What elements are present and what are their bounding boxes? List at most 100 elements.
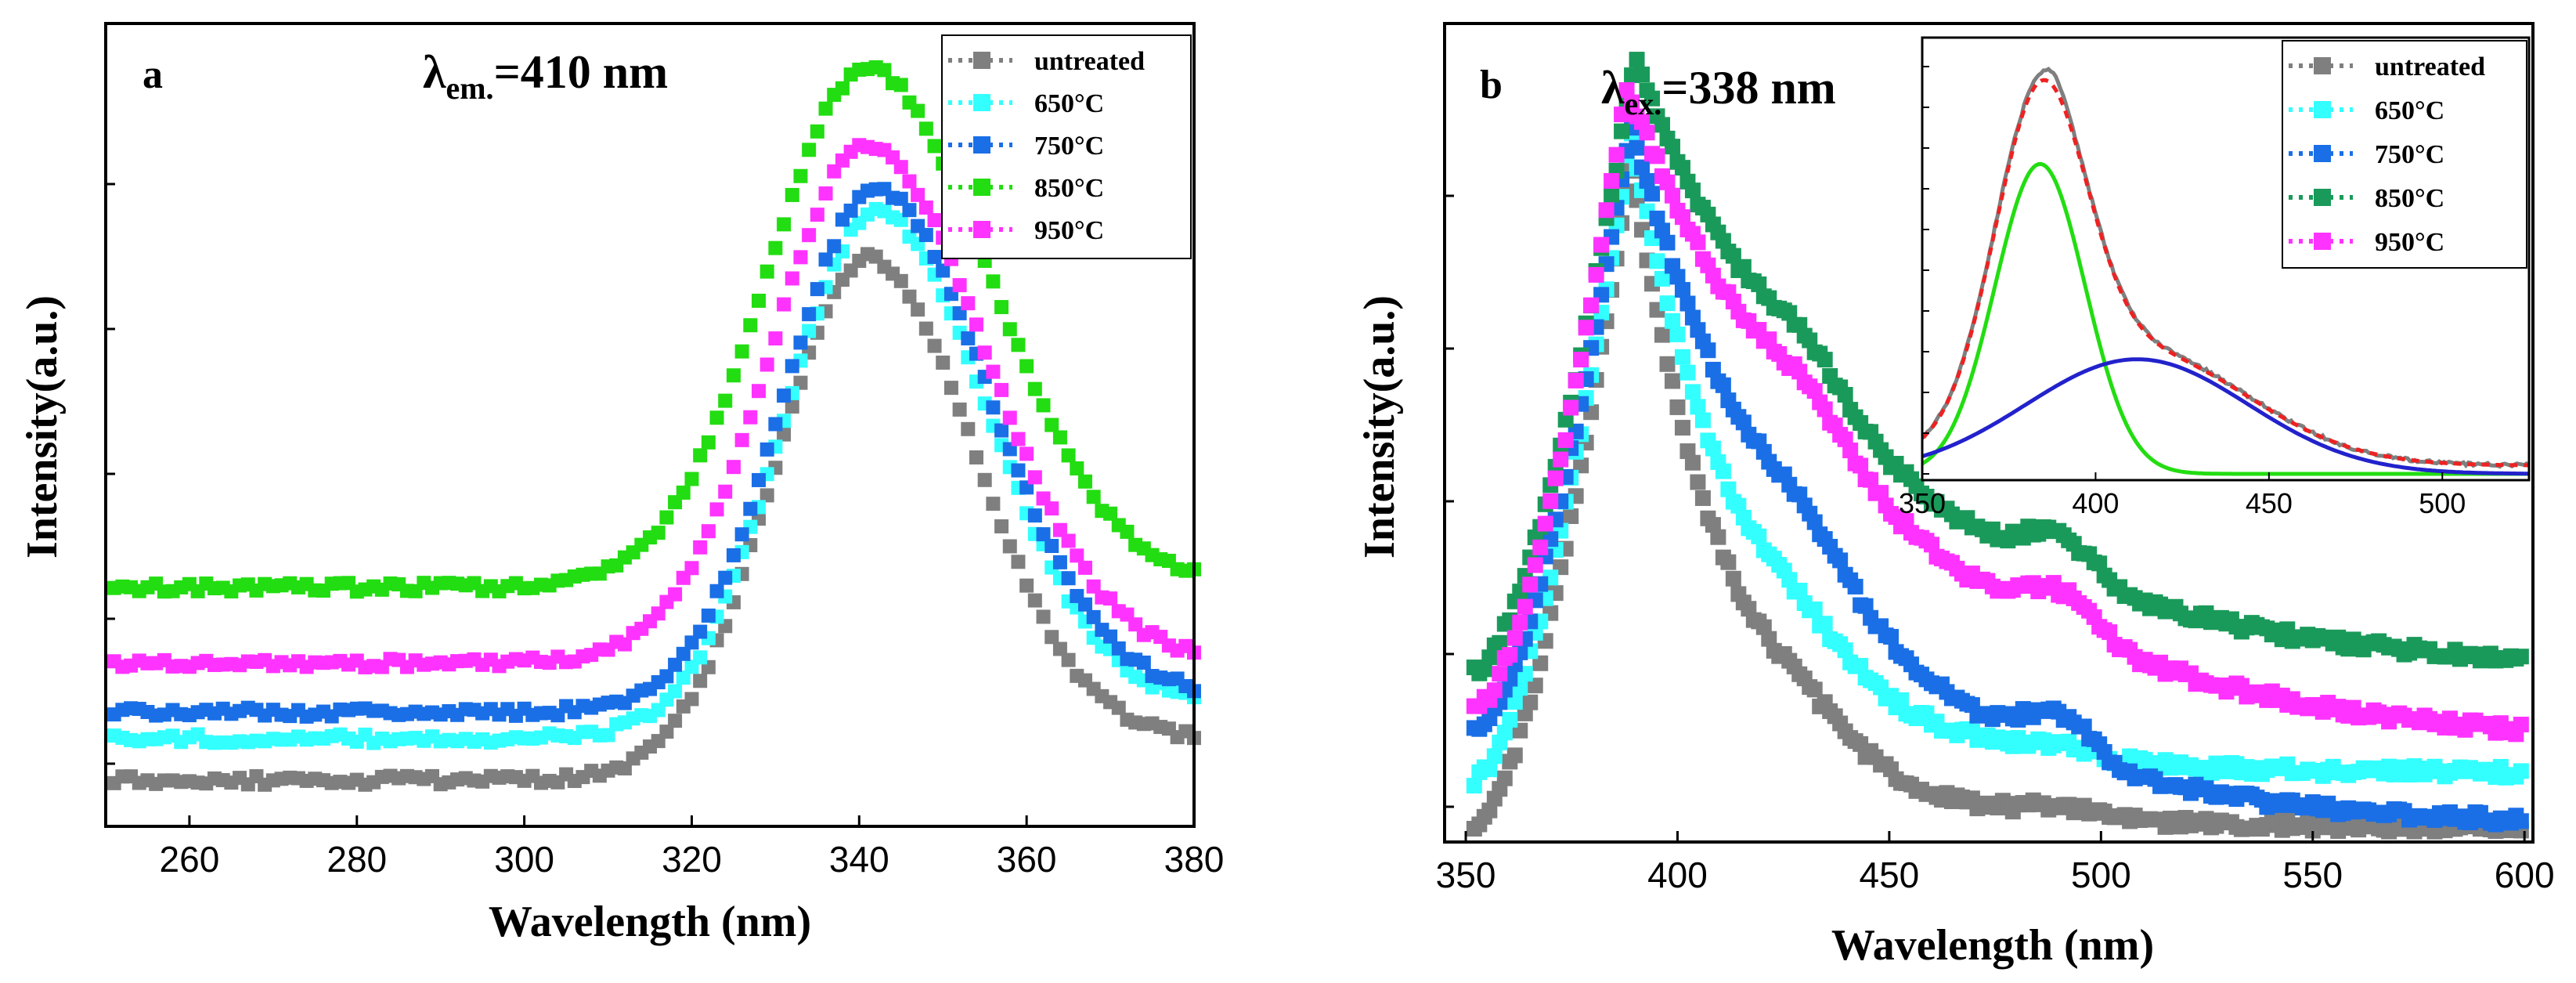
point <box>1751 276 1767 292</box>
point <box>1654 270 1670 287</box>
point <box>911 187 925 202</box>
legend-label: 850°C <box>2375 184 2444 213</box>
x-tick-label: 550 <box>2282 855 2343 895</box>
point <box>1802 332 1818 349</box>
point <box>893 160 908 175</box>
point <box>1011 338 1026 352</box>
legend-marker <box>973 52 990 69</box>
point <box>1506 694 1523 710</box>
point <box>668 684 683 699</box>
legend-marker <box>2314 57 2331 74</box>
point <box>1061 448 1076 463</box>
point <box>1019 578 1034 593</box>
point <box>1847 578 1863 594</box>
inset-x-tick-label: 500 <box>2419 487 2466 519</box>
point <box>802 307 817 322</box>
point <box>1036 609 1051 624</box>
point <box>994 423 1009 438</box>
point <box>1634 67 1651 83</box>
x-tick-label: 350 <box>1436 855 1496 895</box>
point <box>1522 694 1539 710</box>
point <box>1002 322 1017 337</box>
legend-label: 650°C <box>1034 89 1104 118</box>
point <box>1710 529 1726 545</box>
point <box>952 402 967 417</box>
point <box>1502 647 1518 663</box>
point <box>918 321 933 336</box>
legend-label: 950°C <box>1034 216 1104 245</box>
legend-marker <box>973 136 990 154</box>
point <box>1583 297 1600 313</box>
series-650°C <box>1466 125 2529 794</box>
point <box>1690 234 1706 251</box>
point <box>1649 253 1665 269</box>
point <box>1128 617 1143 632</box>
point <box>759 357 774 372</box>
legend-label: 650°C <box>2375 96 2444 125</box>
legend-label: untreated <box>1034 47 1145 76</box>
point <box>1103 591 1118 606</box>
panel-a-annotation: λem.=410 nm <box>423 46 668 106</box>
inset-x-tick-label: 350 <box>1899 487 1946 519</box>
point <box>768 417 783 432</box>
point <box>969 450 983 464</box>
x-tick-label: 260 <box>160 839 220 880</box>
point <box>927 139 942 154</box>
x-tick-label: 450 <box>1860 855 1920 895</box>
point <box>759 442 774 457</box>
panel-b-frame <box>1443 22 2535 844</box>
point <box>1086 609 1101 624</box>
point <box>1644 90 1661 107</box>
point <box>1735 258 1752 275</box>
panel-a-letter: a <box>143 52 163 97</box>
point <box>1027 381 1042 396</box>
legend-label: untreated <box>2375 52 2485 81</box>
point <box>1649 148 1665 164</box>
point <box>1817 401 1833 417</box>
point <box>1629 139 1645 156</box>
point <box>1694 490 1711 506</box>
point <box>1842 443 1859 459</box>
point <box>1111 700 1126 715</box>
point <box>1751 528 1767 544</box>
point <box>1120 524 1135 539</box>
point <box>1078 560 1092 575</box>
point <box>1557 432 1574 448</box>
point <box>1588 266 1604 283</box>
point <box>718 484 733 499</box>
point <box>961 331 976 345</box>
panel-a-x-ticks: 260 280 300 320 340 360 380 <box>106 183 1224 880</box>
point <box>693 540 708 555</box>
point <box>1806 681 1823 698</box>
point <box>1634 159 1651 175</box>
point <box>701 524 716 539</box>
point <box>1837 387 1853 403</box>
point <box>2513 649 2529 665</box>
point <box>1103 506 1118 521</box>
point <box>1659 356 1676 372</box>
point <box>1011 432 1026 446</box>
point <box>961 421 976 436</box>
point <box>785 271 799 286</box>
point <box>1624 94 1640 110</box>
inset-curve-fit <box>1921 78 2529 468</box>
point <box>1853 657 1869 674</box>
panel-b-letter: b <box>1480 63 1503 107</box>
point <box>1486 748 1503 764</box>
legend-label: 750°C <box>1034 132 1104 161</box>
point <box>936 263 951 278</box>
legend-marker <box>2314 189 2331 206</box>
point <box>668 657 683 672</box>
point <box>1669 326 1686 342</box>
point <box>734 527 749 542</box>
point <box>718 570 733 585</box>
point <box>1725 570 1741 587</box>
inset-curve-component-1 <box>1921 161 2529 476</box>
x-tick-label: 340 <box>829 839 889 880</box>
panel-a-frame <box>104 22 1196 828</box>
point <box>1694 412 1711 428</box>
point <box>709 584 724 598</box>
point <box>1527 557 1543 573</box>
legend-label: 850°C <box>1034 174 1104 203</box>
